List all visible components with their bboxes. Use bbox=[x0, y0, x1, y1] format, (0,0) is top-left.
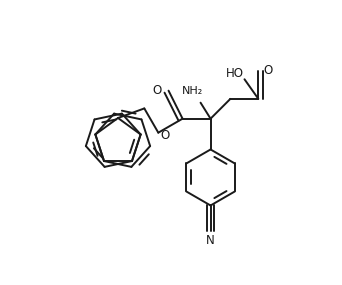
Text: N: N bbox=[206, 234, 215, 247]
Text: O: O bbox=[161, 129, 170, 142]
Text: O: O bbox=[264, 64, 273, 77]
Text: NH₂: NH₂ bbox=[182, 86, 203, 96]
Text: O: O bbox=[152, 84, 161, 97]
Text: HO: HO bbox=[225, 67, 244, 80]
